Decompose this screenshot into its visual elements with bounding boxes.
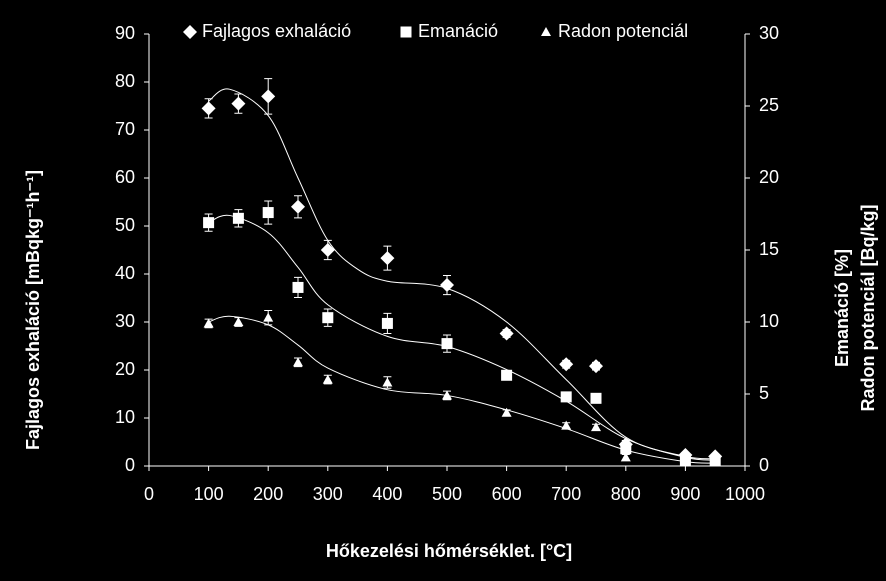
data-point	[590, 392, 602, 404]
y-tick-label: 0	[125, 455, 135, 475]
data-point	[560, 391, 572, 403]
x-tick-label: 800	[611, 484, 641, 504]
data-point	[232, 212, 244, 224]
x-tick-label: 900	[670, 484, 700, 504]
y2-tick-label: 5	[759, 383, 769, 403]
data-point	[233, 317, 244, 326]
data-point	[231, 96, 246, 111]
legend-label: Radon potenciál	[558, 21, 688, 41]
data-point	[442, 390, 452, 400]
data-point	[589, 359, 603, 374]
data-point	[501, 407, 512, 417]
y2-tick-label: 20	[759, 167, 779, 187]
y-tick-label: 10	[115, 407, 135, 427]
y2-axis-label: Emanáció [%]	[832, 249, 852, 367]
y-tick-label: 60	[115, 167, 135, 187]
y-tick-label: 20	[115, 359, 135, 379]
data-point	[380, 251, 395, 266]
data-point	[620, 443, 632, 455]
x-tick-label: 300	[313, 484, 343, 504]
x-tick-label: 0	[144, 484, 154, 504]
data-point	[559, 357, 574, 372]
y-tick-label: 40	[115, 263, 135, 283]
legend-marker	[183, 25, 197, 39]
y2-tick-label: 25	[759, 95, 779, 115]
trend-line	[208, 315, 716, 464]
data-point	[291, 199, 305, 214]
data-point	[561, 420, 572, 430]
data-point	[322, 374, 333, 384]
legend-label: Emanáció	[418, 21, 498, 41]
data-point	[203, 318, 214, 328]
data-point	[501, 369, 513, 381]
data-point	[322, 312, 334, 324]
data-point	[261, 89, 276, 104]
y2-tick-label: 15	[759, 239, 779, 259]
data-point	[499, 326, 514, 341]
data-point	[292, 281, 304, 293]
trend-line	[208, 214, 716, 461]
data-point	[263, 312, 274, 322]
x-tick-label: 200	[253, 484, 283, 504]
legend-label: Fajlagos exhaláció	[202, 21, 351, 41]
data-point	[591, 422, 601, 432]
trend-line	[208, 88, 716, 460]
y-tick-label: 90	[115, 23, 135, 43]
x-tick-label: 500	[432, 484, 462, 504]
data-point	[680, 455, 691, 465]
y2-axis-label: Radon potenciál [Bq/kg]	[858, 205, 878, 412]
y-tick-label: 30	[115, 311, 135, 331]
x-tick-label: 700	[551, 484, 581, 504]
y2-tick-label: 0	[759, 455, 769, 475]
x-tick-label: 600	[492, 484, 522, 504]
y2-tick-label: 10	[759, 311, 779, 331]
x-tick-label: 100	[194, 484, 224, 504]
y-tick-label: 70	[115, 119, 135, 139]
data-point	[320, 243, 335, 257]
data-point	[440, 278, 454, 293]
legend-marker	[400, 26, 412, 38]
data-point	[441, 338, 453, 350]
x-axis-label: Hőkezelési hőmérséklet. [°C]	[326, 541, 572, 561]
data-point	[620, 452, 631, 462]
data-point	[382, 377, 393, 387]
data-point	[710, 456, 721, 466]
data-point	[203, 217, 215, 229]
y-tick-label: 50	[115, 215, 135, 235]
data-point	[201, 101, 216, 116]
data-point	[381, 317, 393, 329]
data-point	[262, 207, 274, 219]
x-tick-label: 400	[372, 484, 402, 504]
data-point	[293, 357, 303, 367]
y-tick-label: 80	[115, 71, 135, 91]
x-tick-label: 1000	[725, 484, 765, 504]
legend-marker	[541, 27, 551, 36]
y2-tick-label: 30	[759, 23, 779, 43]
y-axis-label: Fajlagos exhaláció [mBqkg⁻¹h⁻¹]	[23, 170, 43, 450]
